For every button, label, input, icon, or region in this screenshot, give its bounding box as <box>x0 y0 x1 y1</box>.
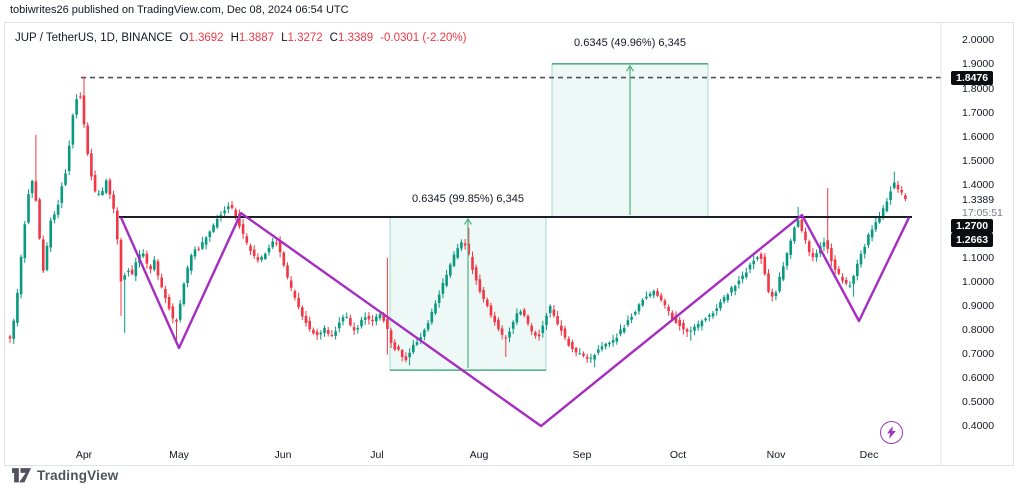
brand-name: TradingView <box>37 468 119 483</box>
price-tick-label: 0.7000 <box>962 348 995 361</box>
ohlc-value: 1.3272 <box>287 32 323 44</box>
tradingview-logo-icon <box>12 468 31 483</box>
chart-widget: JUP / TetherUS, 1D, BINANCE O1.3692 H1.388… <box>4 22 1014 466</box>
ohlc-value: 1.3389 <box>337 32 374 44</box>
fib-label-upper[interactable]: 0.6345 (49.96%) 6,345 <box>574 37 686 49</box>
price-tick-label: 0.6000 <box>962 372 995 385</box>
line-price-badge: 1.2663 <box>951 233 994 248</box>
time-axis-label-sep: Sep <box>572 449 592 461</box>
ohlc-key: O <box>179 32 189 44</box>
price-level-badge: 1.8476 <box>951 70 994 85</box>
time-axis-label-dec: Dec <box>859 449 879 461</box>
line-price-badge: 1.2700 <box>951 218 994 233</box>
price-tick-label: 1.7000 <box>962 106 995 119</box>
measure-arrow <box>463 217 473 369</box>
price-tick-label: 1.5000 <box>962 154 995 167</box>
last-price-label: 1.3389 <box>962 193 995 206</box>
lightning-bolt-icon <box>887 426 896 439</box>
ohlc-value: 1.3692 <box>188 32 224 44</box>
reaction-button[interactable] <box>880 421 903 444</box>
ohlc-key: H <box>230 32 239 44</box>
price-tick-label: 1.9000 <box>962 58 995 71</box>
price-tick-label: 1.0000 <box>962 275 995 288</box>
price-tick-label: 1.6000 <box>962 130 995 143</box>
measure-arrow <box>625 64 635 215</box>
time-axis-label-oct: Oct <box>669 449 687 461</box>
attribution-text: tobiwrites26 published on TradingView.co… <box>10 4 349 16</box>
price-tick-label: 1.4000 <box>962 179 995 192</box>
price-tick-label: 0.9000 <box>962 299 995 312</box>
price-tick-label: 0.4000 <box>962 420 995 433</box>
ohlc-key: L <box>281 32 288 44</box>
ohlc-values: O1.3692 H1.3887 L1.3272 C1.3389 <box>172 32 373 44</box>
candle-series <box>8 76 907 368</box>
time-axis-label-nov: Nov <box>766 449 786 461</box>
ohlc-value: 1.3887 <box>238 32 275 44</box>
purple-trendline <box>119 211 911 428</box>
price-axis[interactable]: 1.8476 1.3389 17:05:51 2.0000 1.9000 1.800… <box>945 23 1013 465</box>
symbol-title[interactable]: JUP / TetherUS, 1D, BINANCE <box>15 32 173 44</box>
symbol-legend: JUP / TetherUS, 1D, BINANCE O1.3692 H1.388… <box>15 32 466 44</box>
price-tick-label: 1.1000 <box>962 251 995 264</box>
fib-label-lower[interactable]: 0.6345 (99.85%) 6,345 <box>412 193 524 205</box>
time-axis-label-may: May <box>169 449 189 461</box>
change-value: -0.0301 (-2.20%) <box>380 32 467 44</box>
time-axis-label-aug: Aug <box>469 449 489 461</box>
price-tick-label: 2.0000 <box>962 34 995 47</box>
time-axis-label-jul: Jul <box>370 449 384 461</box>
candlestick-chart <box>8 23 962 465</box>
price-tick-label: 0.5000 <box>962 396 995 409</box>
time-axis[interactable]: Apr May Jun Jul Aug Sep Oct Nov Dec <box>5 446 941 463</box>
time-axis-label-jun: Jun <box>274 449 292 461</box>
time-axis-label-apr: Apr <box>75 449 93 461</box>
footer-brand: TradingView <box>12 468 118 483</box>
price-tick-label: 1.8000 <box>962 82 995 95</box>
price-tick-label: 0.8000 <box>962 323 995 336</box>
ohlc-key: C <box>329 32 338 44</box>
bar-countdown: 17:05:51 <box>962 206 1003 219</box>
